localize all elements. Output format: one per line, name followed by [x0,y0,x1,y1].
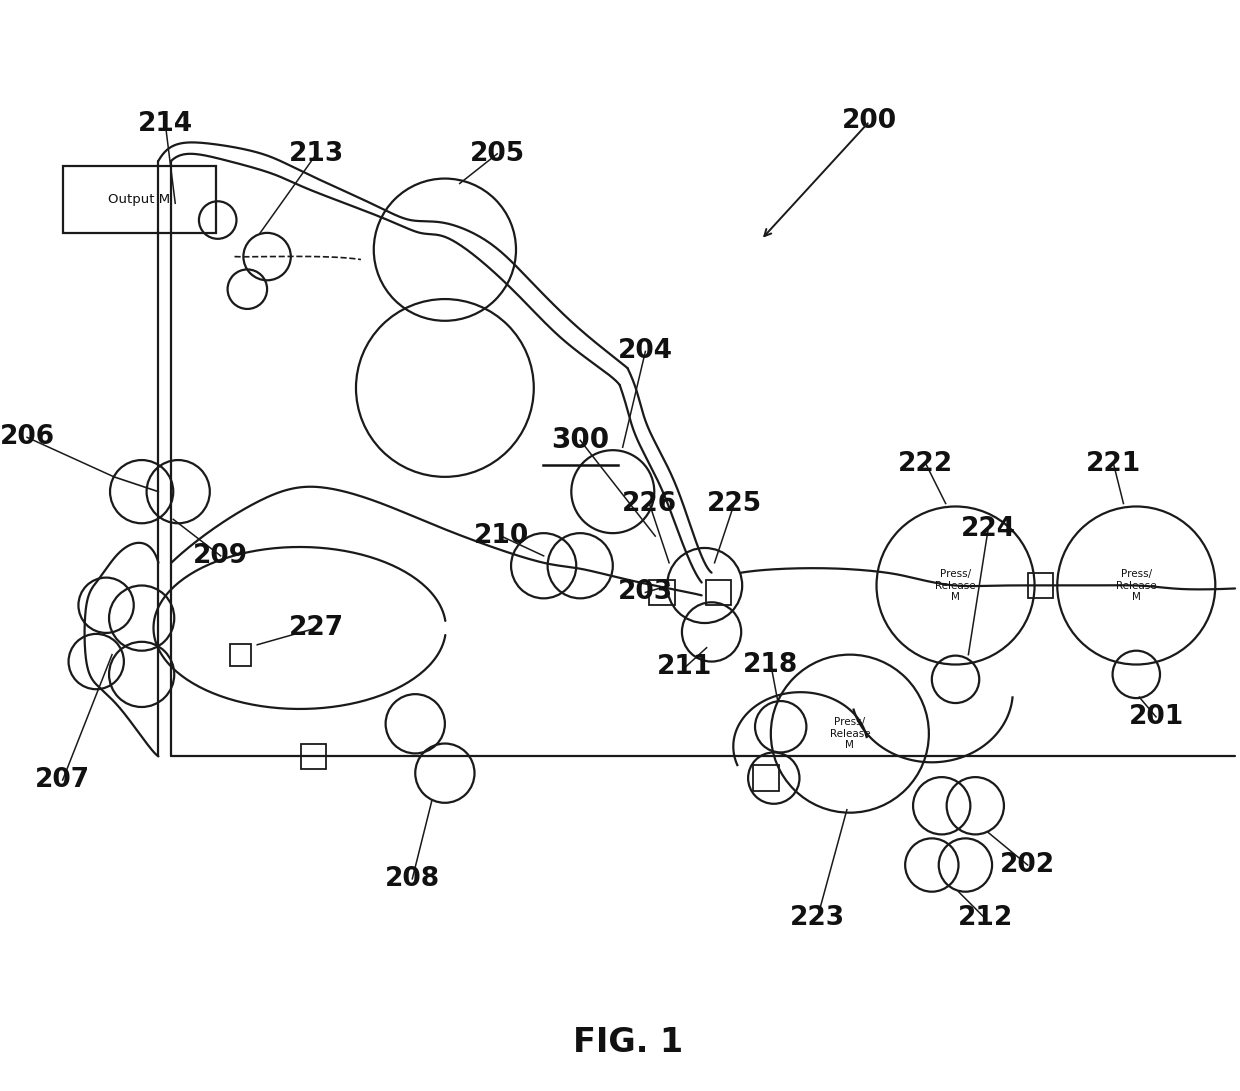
Text: Press/
Release
M: Press/ Release M [935,568,976,602]
Text: 221: 221 [1086,451,1141,477]
Text: 224: 224 [961,516,1016,542]
Text: 211: 211 [657,655,713,681]
Text: 222: 222 [898,451,954,477]
Text: 226: 226 [621,491,677,516]
Text: 201: 201 [1128,704,1184,730]
Text: 213: 213 [289,141,345,167]
Text: 212: 212 [957,906,1013,932]
Text: 202: 202 [1001,852,1055,878]
Bar [300,744,326,769]
Bar [650,579,675,606]
Text: 210: 210 [474,523,528,549]
Text: 208: 208 [384,866,440,891]
Text: 209: 209 [193,543,248,568]
Bar [1028,573,1053,598]
Text: 205: 205 [470,141,525,167]
Text: 203: 203 [618,579,673,606]
Text: 223: 223 [790,906,844,932]
Text: 225: 225 [707,491,761,516]
Bar [229,644,252,666]
Text: 214: 214 [138,111,193,137]
Bar [753,765,779,791]
Text: Press/
Release
M: Press/ Release M [1116,568,1157,602]
Text: Press/
Release
M: Press/ Release M [830,717,870,751]
Text: 206: 206 [0,424,55,451]
Text: 200: 200 [842,108,898,134]
Text: FIG. 1: FIG. 1 [573,1027,683,1059]
Text: 207: 207 [35,767,91,793]
Text: 218: 218 [743,651,799,678]
Text: 227: 227 [289,615,343,642]
Bar [706,579,732,606]
Text: 300: 300 [551,427,609,454]
Text: Output M: Output M [108,193,170,206]
Text: 204: 204 [618,338,673,364]
Bar [63,166,216,232]
